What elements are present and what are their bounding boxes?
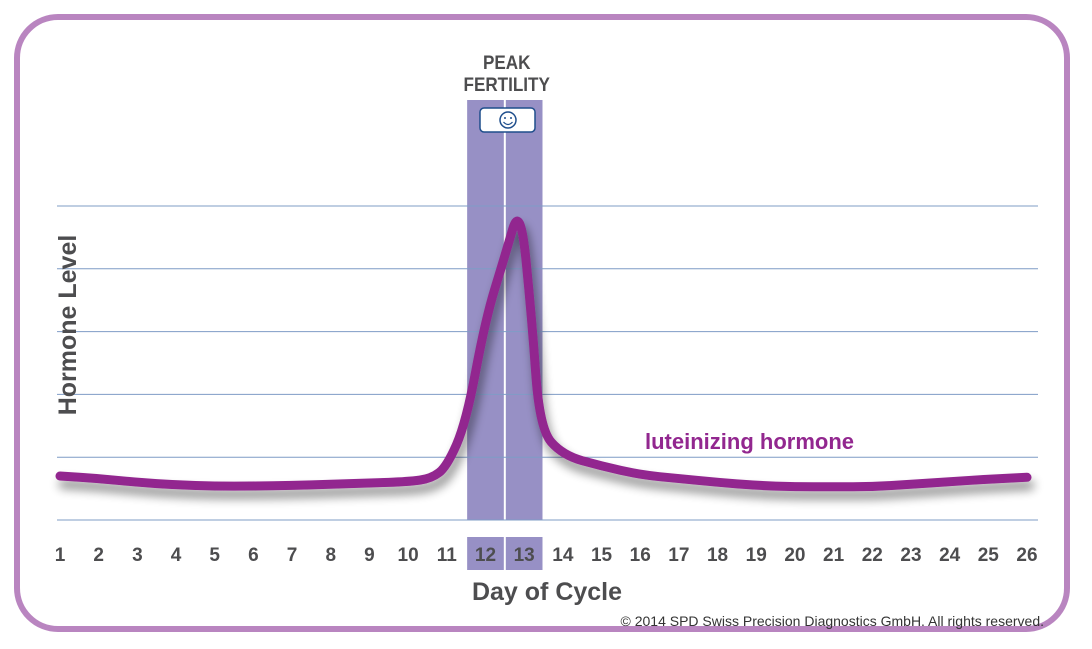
x-tick-label: 13 bbox=[514, 545, 535, 566]
peak-band-day-13 bbox=[505, 100, 543, 520]
x-axis-label: Day of Cycle bbox=[472, 578, 622, 606]
x-tick-label: 17 bbox=[668, 545, 689, 566]
x-tick-label: 16 bbox=[630, 545, 651, 566]
tick-highlight-day-12 bbox=[467, 537, 504, 570]
x-tick-label: 25 bbox=[978, 545, 1000, 566]
series-label: luteinizing hormone bbox=[645, 429, 854, 454]
x-tick-label: 10 bbox=[398, 545, 419, 566]
x-tick-label: 5 bbox=[209, 545, 220, 566]
x-tick-label: 19 bbox=[746, 545, 767, 566]
x-tick-label: 6 bbox=[248, 545, 259, 566]
x-tick-label: 1 bbox=[55, 545, 66, 566]
peak-label-line1: PEAK bbox=[483, 52, 530, 73]
y-axis-label: Hormone Level bbox=[54, 235, 82, 416]
chart-frame bbox=[14, 14, 1070, 632]
x-tick-label: 8 bbox=[325, 545, 336, 566]
x-tick-label: 24 bbox=[939, 545, 961, 566]
x-tick-label: 26 bbox=[1016, 545, 1037, 566]
x-tick-label: 4 bbox=[171, 545, 182, 566]
x-tick-label: 12 bbox=[475, 545, 496, 566]
tick-highlight-day-13 bbox=[505, 537, 543, 570]
x-tick-label: 23 bbox=[900, 545, 921, 566]
x-tick-label: 15 bbox=[591, 545, 613, 566]
x-tick-label: 2 bbox=[93, 545, 104, 566]
copyright: © 2014 SPD Swiss Precision Diagnostics G… bbox=[620, 613, 1044, 629]
x-tick-label: 11 bbox=[437, 545, 458, 566]
x-tick-label: 9 bbox=[364, 545, 375, 566]
x-tick-label: 7 bbox=[287, 545, 298, 566]
x-tick-label: 22 bbox=[862, 545, 883, 566]
peak-label-line2: FERTILITY bbox=[464, 74, 550, 95]
smiley-icon bbox=[479, 107, 536, 133]
x-tick-label: 21 bbox=[823, 545, 845, 566]
x-tick-label: 18 bbox=[707, 545, 728, 566]
x-tick-label: 3 bbox=[132, 545, 143, 566]
x-tick-label: 14 bbox=[552, 545, 574, 566]
x-tick-label: 20 bbox=[784, 545, 805, 566]
series-line-luteinizing-hormone bbox=[55, 216, 1032, 492]
